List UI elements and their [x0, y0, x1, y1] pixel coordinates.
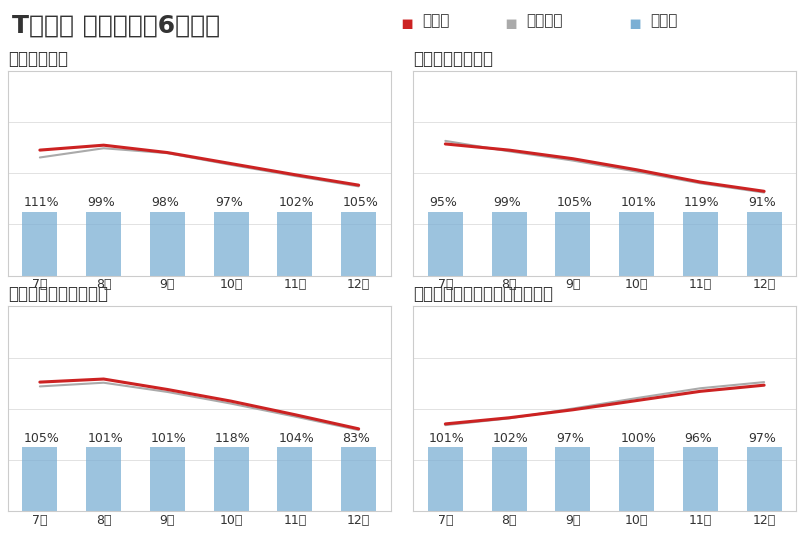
- Text: 99%: 99%: [87, 196, 115, 209]
- Bar: [150, 212, 185, 276]
- Text: 98%: 98%: [151, 196, 179, 209]
- Bar: [428, 448, 463, 511]
- Text: 101%: 101%: [429, 432, 465, 445]
- Bar: [341, 212, 376, 276]
- Bar: [278, 448, 313, 511]
- Bar: [428, 212, 463, 276]
- Text: 119%: 119%: [684, 196, 720, 209]
- Text: 101%: 101%: [620, 196, 656, 209]
- Bar: [746, 448, 782, 511]
- Bar: [214, 448, 249, 511]
- Bar: [150, 448, 185, 511]
- Bar: [555, 212, 590, 276]
- Text: 105%: 105%: [24, 432, 59, 445]
- Bar: [278, 212, 313, 276]
- Text: 99%: 99%: [493, 196, 521, 209]
- Bar: [86, 212, 121, 276]
- Text: 102%: 102%: [493, 432, 529, 445]
- Bar: [683, 448, 718, 511]
- Text: 101%: 101%: [151, 432, 187, 445]
- Text: 102%: 102%: [278, 196, 314, 209]
- Text: 97%: 97%: [215, 196, 242, 209]
- Text: 91%: 91%: [748, 196, 776, 209]
- Text: 前年比: 前年比: [650, 14, 678, 29]
- Bar: [619, 212, 654, 276]
- Bar: [491, 448, 526, 511]
- Text: 105%: 105%: [342, 196, 378, 209]
- Bar: [555, 448, 590, 511]
- Bar: [214, 212, 249, 276]
- Bar: [86, 448, 121, 511]
- Text: 96%: 96%: [684, 432, 712, 445]
- Text: 100%: 100%: [620, 432, 656, 445]
- Text: 97%: 97%: [557, 432, 585, 445]
- Text: 111%: 111%: [24, 196, 59, 209]
- Text: 101%: 101%: [87, 432, 123, 445]
- Text: 118%: 118%: [215, 432, 250, 445]
- Text: 105%: 105%: [557, 196, 593, 209]
- Text: 東京（日本）: 東京（日本）: [8, 50, 68, 68]
- Bar: [746, 212, 782, 276]
- Bar: [22, 448, 58, 511]
- Text: 83%: 83%: [342, 432, 370, 445]
- Bar: [491, 212, 526, 276]
- Text: ▪: ▪: [504, 14, 518, 33]
- Bar: [683, 212, 718, 276]
- Bar: [341, 448, 376, 511]
- Text: ブリスベン（オーストラリア）: ブリスベン（オーストラリア）: [414, 286, 554, 304]
- Text: 前年実績: 前年実績: [526, 14, 563, 29]
- Text: Tシャツ 需要予測（6か月）: Tシャツ 需要予測（6か月）: [12, 14, 220, 38]
- Text: 予測値: 予測値: [422, 14, 450, 29]
- Text: 95%: 95%: [429, 196, 457, 209]
- Bar: [619, 448, 654, 511]
- Text: ▪: ▪: [400, 14, 414, 33]
- Text: パリ（フランス）: パリ（フランス）: [414, 50, 494, 68]
- Text: 97%: 97%: [748, 432, 776, 445]
- Text: ▪: ▪: [628, 14, 642, 33]
- Text: 104%: 104%: [278, 432, 314, 445]
- Text: シアトル（アメリカ）: シアトル（アメリカ）: [8, 286, 108, 304]
- Bar: [22, 212, 58, 276]
